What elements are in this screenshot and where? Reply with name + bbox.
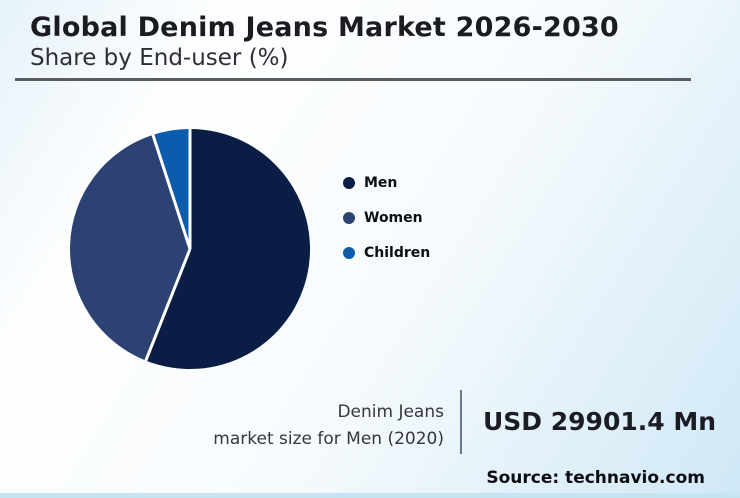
pie-chart xyxy=(69,128,311,370)
legend-item-women: Women xyxy=(343,210,430,226)
title-underline xyxy=(15,78,691,81)
legend-dot-children-icon xyxy=(343,247,355,259)
pie-chart-svg xyxy=(70,129,311,369)
pie-slice-men xyxy=(145,129,311,369)
legend-label-women: Women xyxy=(364,210,423,226)
bottom-strip xyxy=(0,493,740,498)
annotation-divider xyxy=(460,390,462,454)
source-credit: Source: technavio.com xyxy=(486,468,705,488)
legend-label-children: Children xyxy=(364,245,431,261)
page-subtitle: Share by End-user (%) xyxy=(30,45,289,71)
legend-item-children: Children xyxy=(343,245,430,261)
annotation-label: Denim Jeans market size for Men (2020) xyxy=(150,399,444,453)
annotation-line2: market size for Men (2020) xyxy=(213,429,444,449)
annotation-line1: Denim Jeans xyxy=(337,402,444,422)
legend: Men Women Children xyxy=(343,175,430,280)
pie-slice-women xyxy=(70,134,190,361)
page-title: Global Denim Jeans Market 2026-2030 xyxy=(30,12,619,43)
legend-label-men: Men xyxy=(364,175,398,191)
pie-slice-separator xyxy=(144,248,192,362)
annotation-value: USD 29901.4 Mn xyxy=(483,407,717,436)
pie-slice-separator xyxy=(151,134,192,250)
legend-dot-men-icon xyxy=(343,177,355,189)
legend-dot-women-icon xyxy=(343,212,355,224)
legend-item-men: Men xyxy=(343,175,430,191)
